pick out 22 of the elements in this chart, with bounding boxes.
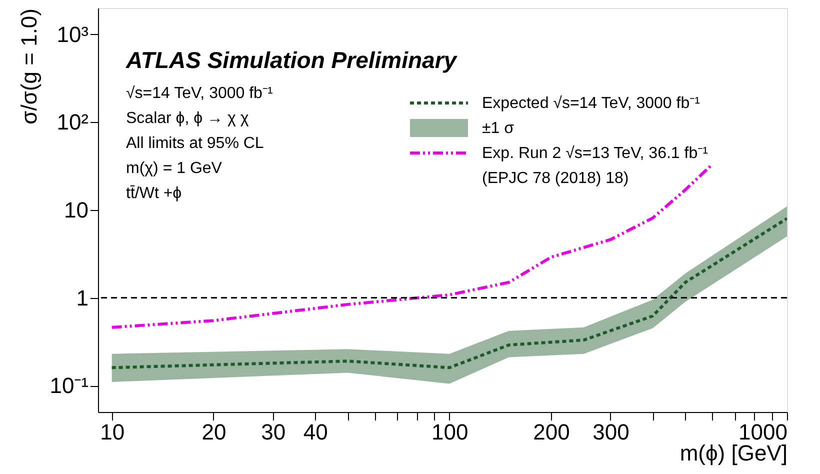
x-tick-label: 100	[432, 420, 468, 444]
y-tick-label: 10	[64, 198, 88, 222]
y-tick-label: 10³	[56, 22, 88, 47]
x-tick-label: 10	[100, 420, 125, 444]
annotation: All limits at 95% CL	[126, 135, 264, 152]
annotation: tt̄/Wt +ϕ	[126, 185, 182, 202]
x-tick-label: 200	[533, 420, 570, 444]
y-axis-title: σ/σ(g = 1.0)	[16, 8, 42, 124]
x-tick-label: 300	[592, 420, 630, 444]
y-tick-label: 1	[76, 285, 88, 310]
annotation: m(χ) = 1 GeV	[126, 160, 222, 177]
y-tick-label: 10²	[56, 110, 88, 135]
x-tick-label: 40	[303, 420, 328, 444]
y-tick-label: 10⁻¹	[50, 373, 88, 398]
legend-label: Expected √s=14 TeV, 3000 fb⁻¹	[482, 95, 700, 112]
annotation: √s=14 TeV, 3000 fb⁻¹	[126, 85, 273, 102]
annotation: Scalar ϕ, ϕ → χ χ	[126, 110, 250, 127]
annotation: ±1 σ	[482, 120, 514, 137]
x-tick-label: 30	[261, 420, 286, 444]
legend-label: Exp. Run 2 √s=13 TeV, 36.1 fb⁻¹ (EPJC 78 (2018) 18)	[482, 145, 708, 187]
text: ATLAS Simulation Preliminary	[125, 47, 458, 73]
x-tick-label: 20	[202, 420, 226, 444]
